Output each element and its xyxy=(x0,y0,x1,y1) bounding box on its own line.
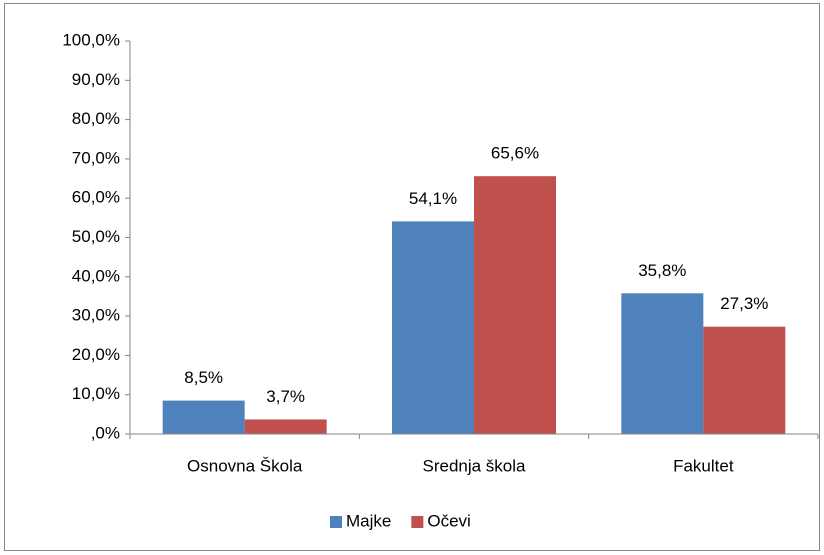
legend-swatch xyxy=(330,516,342,528)
data-label: 65,6% xyxy=(491,144,539,163)
bar xyxy=(703,326,786,434)
y-tick-label: 20,0% xyxy=(72,345,120,364)
y-tick-label: 80,0% xyxy=(72,109,120,128)
legend-swatch xyxy=(411,516,424,528)
y-tick-label: 60,0% xyxy=(72,188,120,207)
y-tick-label: 90,0% xyxy=(72,70,120,89)
y-tick-label: 70,0% xyxy=(72,148,120,167)
bar xyxy=(474,176,556,434)
y-tick-label: 50,0% xyxy=(72,227,120,246)
bar xyxy=(621,293,704,434)
x-tick-label: Srednja škola xyxy=(422,456,526,475)
data-label: 27,3% xyxy=(720,294,768,313)
bar xyxy=(244,419,327,434)
y-tick-label: 10,0% xyxy=(72,384,120,403)
legend-label: Majke xyxy=(346,511,391,530)
y-tick-label: 30,0% xyxy=(72,306,120,325)
bar xyxy=(162,400,245,434)
y-tick-label: 100,0% xyxy=(62,30,120,49)
data-label: 3,7% xyxy=(266,387,305,406)
bar xyxy=(392,221,474,434)
y-tick-label: 40,0% xyxy=(72,266,120,285)
data-label: 35,8% xyxy=(638,261,686,280)
x-tick-label: Osnovna Škola xyxy=(187,456,303,475)
x-tick-label: Fakultet xyxy=(673,456,734,475)
legend-label: Očevi xyxy=(427,511,470,530)
data-label: 54,1% xyxy=(409,189,457,208)
y-tick-label: ,0% xyxy=(91,423,120,442)
data-label: 8,5% xyxy=(184,368,223,387)
